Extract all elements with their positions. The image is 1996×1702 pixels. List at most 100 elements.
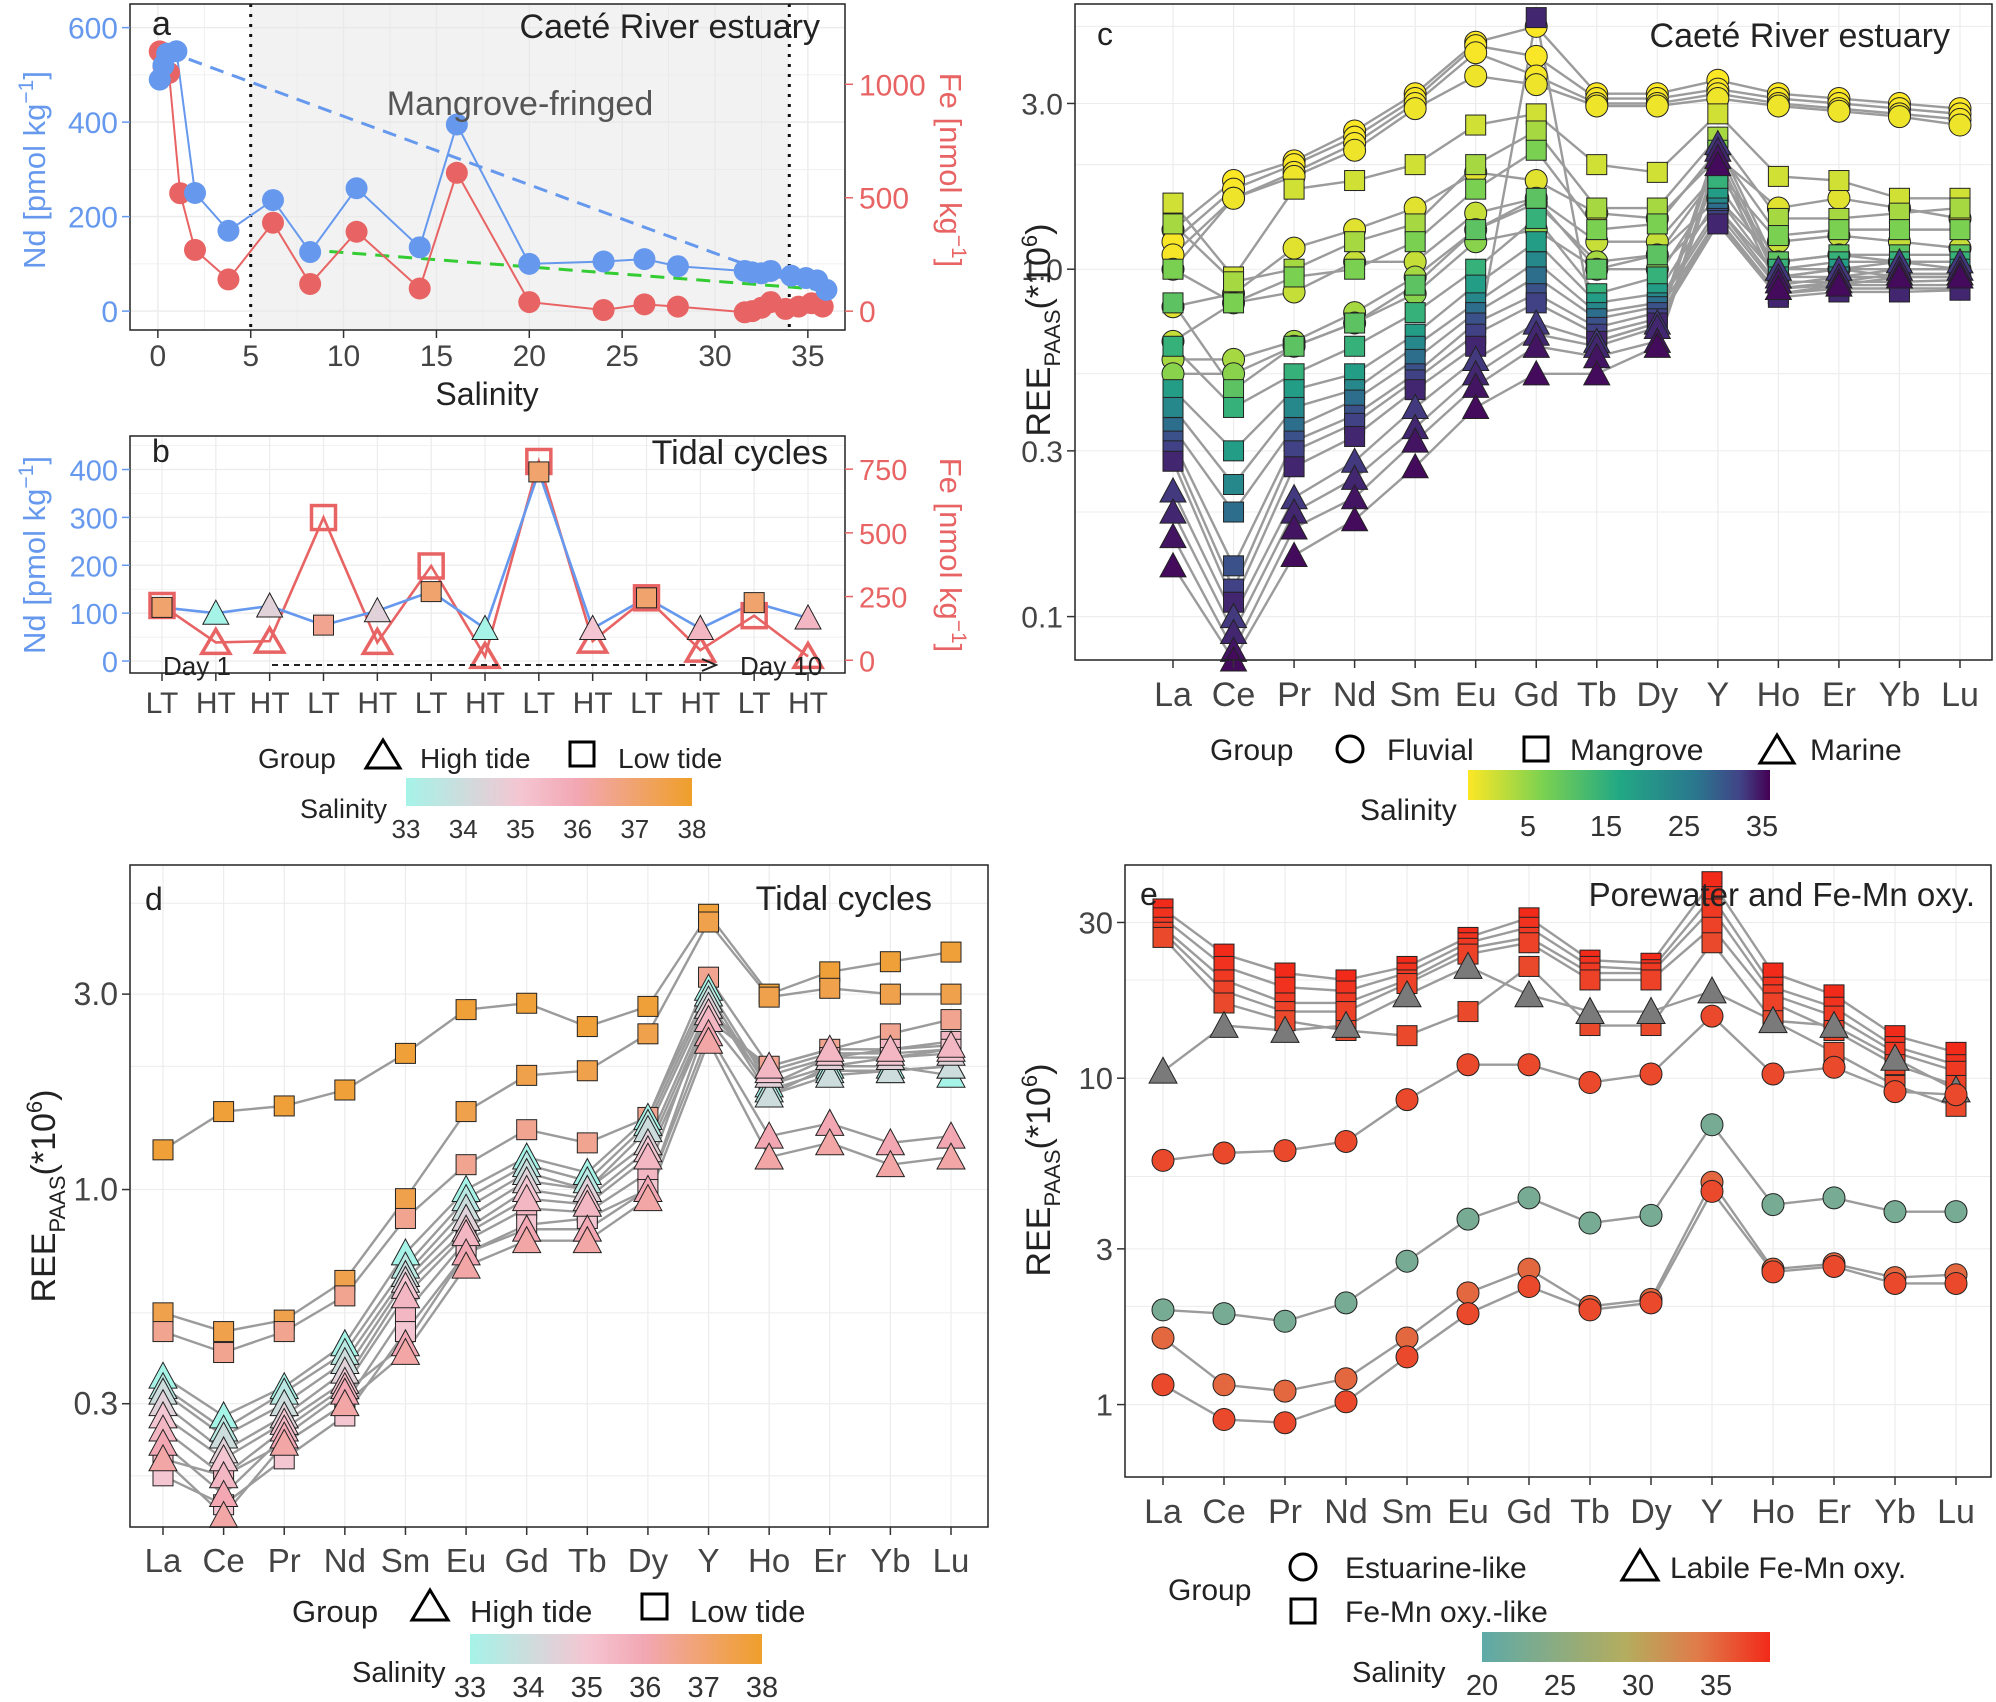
mangrove-marker: [1949, 219, 1971, 241]
estuarine-marker: [1944, 1200, 1968, 1224]
fe-point: [518, 291, 541, 314]
mangrove-marker: [1586, 197, 1608, 219]
labile-marker: [1880, 1043, 1910, 1071]
estuarine-marker: [1395, 1088, 1419, 1112]
legend-b-square-icon: [568, 740, 596, 768]
panel-b-legend: Group High tide Low tide Salinity 33 34 35…: [258, 737, 722, 844]
estuarine-marker: [1761, 1062, 1785, 1086]
estuarine-marker: [1151, 1148, 1175, 1172]
low-tide-marker: [213, 1101, 235, 1123]
fe-high-tide-marker: [198, 625, 233, 656]
legend-e-colorbar-tick: 25: [1544, 1670, 1576, 1702]
fluvial-marker: [1403, 97, 1427, 121]
estuarine-marker: [1334, 1390, 1358, 1414]
labile-marker: [1819, 1010, 1849, 1038]
feoxy-marker: [1579, 969, 1601, 991]
fluvial-marker: [1645, 94, 1669, 118]
legend-e-group-title: Group: [1168, 1574, 1251, 1607]
x-tick-label: Pr: [268, 1542, 301, 1579]
x-tick-label: 10: [327, 340, 360, 373]
x-tick-label: Nd: [1324, 1493, 1367, 1531]
estuarine-marker: [1761, 1193, 1785, 1217]
fluvial-marker: [1222, 186, 1246, 210]
y-tick-label: 0.1: [1021, 602, 1063, 635]
mangrove-marker: [1223, 440, 1245, 462]
x-tick-label: LT: [630, 687, 663, 720]
x-tick-label: Ho: [1751, 1493, 1794, 1531]
mangrove-marker: [1162, 379, 1184, 401]
mangrove-marker: [1707, 103, 1729, 125]
legend-e-circle-icon: [1288, 1552, 1318, 1582]
marine-marker: [1461, 393, 1490, 419]
legend-b-colorbar-tick: 36: [563, 814, 592, 844]
mangrove-marker: [1767, 225, 1789, 247]
fe-high-tide-marker: [790, 639, 826, 670]
y-tick-label: 10: [1079, 1061, 1113, 1096]
labile-marker: [1453, 951, 1483, 979]
low-tide-marker: [879, 983, 901, 1005]
low-tide-marker: [334, 1285, 356, 1307]
marine-marker: [1219, 645, 1248, 672]
mangrove-marker: [1162, 292, 1184, 314]
nd-high-tide-marker: [255, 591, 284, 618]
y-tick-label: 1.0: [1021, 254, 1063, 287]
marine-marker: [1280, 513, 1308, 540]
y-left-tick-label: 0: [101, 296, 118, 329]
estuarine-marker: [1639, 1203, 1663, 1227]
mangrove-marker: [1404, 302, 1426, 324]
mangrove-marker: [1223, 474, 1245, 496]
x-tick-label: Gd: [505, 1542, 549, 1579]
mangrove-marker: [1888, 219, 1910, 241]
x-tick-label: Ce: [1212, 676, 1255, 714]
marine-marker: [1885, 262, 1914, 289]
low-tide-marker: [576, 1132, 598, 1154]
nd-point: [518, 252, 541, 275]
panel-c-frame: [1074, 3, 1993, 661]
x-tick-label: La: [1154, 676, 1192, 714]
estuarine-marker: [1578, 1071, 1602, 1095]
mangrove-marker: [1223, 555, 1245, 577]
x-tick-label: Eu: [446, 1542, 486, 1579]
legend-e-colorbar-tick: 20: [1466, 1670, 1498, 1702]
labile-marker: [1331, 1010, 1361, 1038]
x-tick-label: Ho: [748, 1542, 790, 1579]
low-tide-marker: [758, 986, 780, 1008]
mangrove-marker: [1344, 231, 1366, 253]
mangrove-marker: [1162, 258, 1184, 280]
legend-c-colorbar-tick: 25: [1668, 811, 1700, 843]
estuarine-marker: [1639, 1291, 1663, 1315]
estuarine-marker: [1273, 1309, 1297, 1333]
high-tide-marker: [875, 1034, 906, 1062]
mangrove-marker: [1344, 312, 1366, 334]
labile-marker: [1209, 1010, 1239, 1038]
fe-point: [633, 293, 656, 316]
panel-e-legend: Group Estuarine-like Labile Fe-Mn oxy. F…: [1168, 1547, 1906, 1702]
panel-b-day-start: Day 1: [163, 651, 231, 681]
estuarine-marker: [1334, 1367, 1358, 1391]
legend-c-circle-icon: [1335, 734, 1365, 764]
legend-c-colorbar-tick: 15: [1590, 811, 1622, 843]
x-tick-label: La: [145, 1542, 182, 1579]
fe-low-tide-marker: [417, 552, 445, 580]
high-tide-marker: [511, 1183, 542, 1212]
high-tide-marker: [814, 1127, 845, 1156]
legend-d-salinity-title: Salinity: [352, 1657, 446, 1689]
estuarine-marker: [1822, 1186, 1846, 1210]
svg-text:Fe [nmol kg−1]: Fe [nmol kg−1]: [933, 458, 970, 653]
mangrove-marker: [1828, 219, 1850, 241]
panel-a-letter: a: [152, 5, 171, 43]
x-tick-label: Yb: [870, 1542, 910, 1579]
x-tick-label: 0: [150, 340, 167, 373]
mangrove-marker: [1404, 213, 1426, 235]
legend-b-colorbar-tick: 34: [449, 814, 478, 844]
fe-point: [666, 295, 689, 318]
mangrove-marker: [1404, 274, 1426, 296]
high-tide-marker: [269, 1428, 300, 1456]
panel-a-left-axis-label: Nd [pmol kg−1]: [15, 71, 52, 269]
estuarine-marker: [1456, 1207, 1480, 1231]
mangrove-marker: [1828, 170, 1850, 192]
mangrove-marker: [1344, 258, 1366, 280]
nd-point: [759, 259, 782, 282]
panel-a-salinity-chart: 0 5 10 15 20 25 30 35 0 200 400 600 0 500 1000 a Caeté…: [15, 3, 970, 412]
